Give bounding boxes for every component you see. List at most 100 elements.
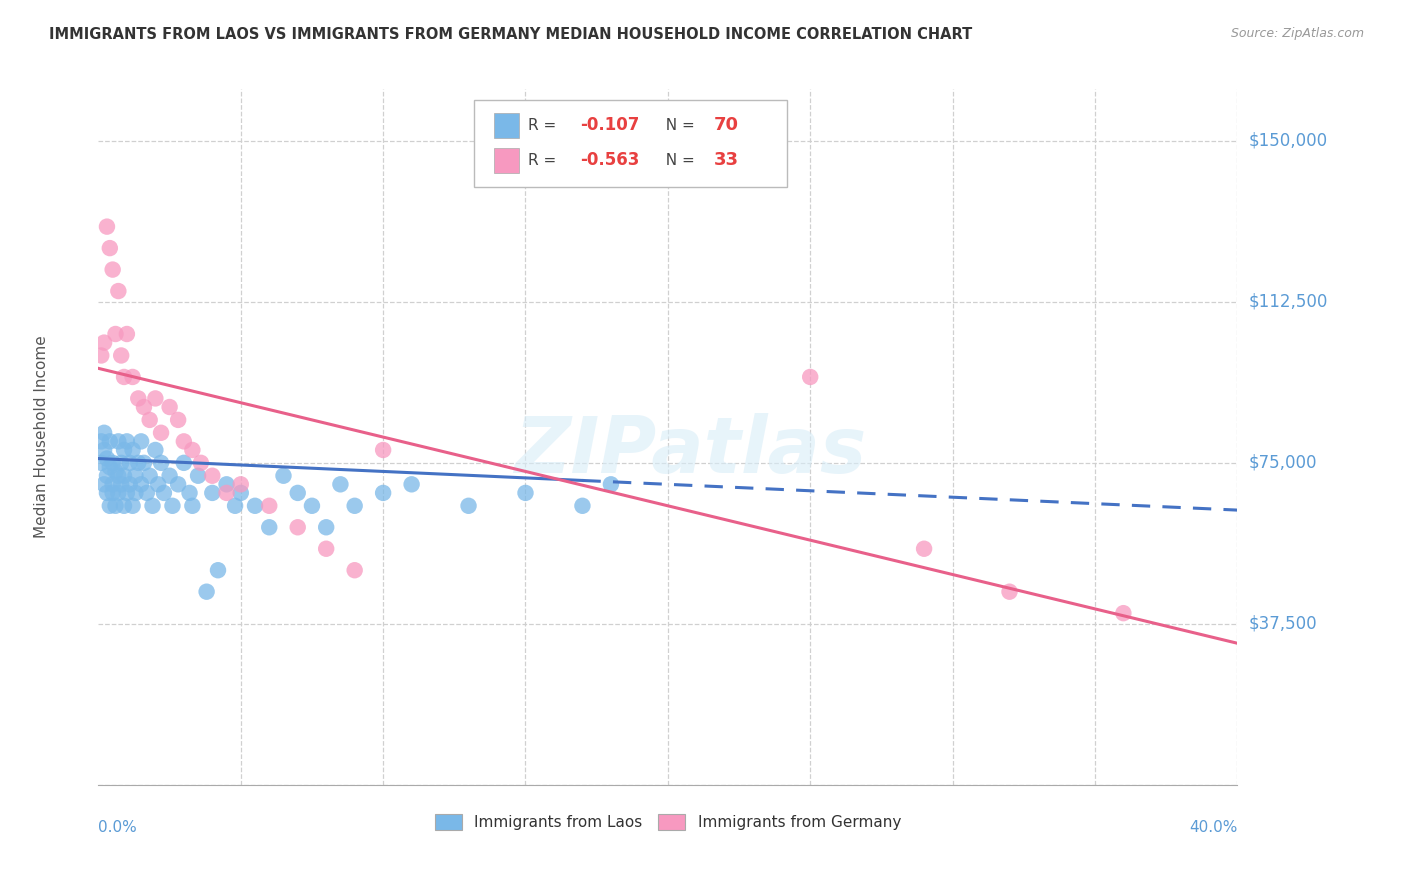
Text: $150,000: $150,000	[1249, 132, 1327, 150]
Point	[101, 486, 124, 500]
Point	[93, 442, 115, 457]
Point	[112, 370, 135, 384]
Point	[115, 434, 138, 449]
Point	[912, 541, 935, 556]
Point	[145, 442, 167, 457]
Point	[195, 584, 218, 599]
Point	[201, 486, 224, 500]
Text: R =: R =	[527, 153, 561, 168]
Text: R =: R =	[527, 118, 561, 133]
Text: Source: ZipAtlas.com: Source: ZipAtlas.com	[1230, 27, 1364, 40]
Point	[132, 400, 155, 414]
Point	[181, 499, 204, 513]
Point	[121, 499, 143, 513]
Point	[112, 468, 135, 483]
Point	[127, 456, 149, 470]
Point	[96, 486, 118, 500]
Point	[98, 434, 121, 449]
Point	[96, 219, 118, 234]
Point	[153, 486, 176, 500]
Text: 70: 70	[713, 116, 738, 135]
Text: 0.0%: 0.0%	[98, 820, 138, 835]
Point	[124, 486, 146, 500]
Point	[90, 434, 112, 449]
Point	[150, 425, 173, 440]
Point	[118, 456, 141, 470]
Point	[115, 326, 138, 341]
Point	[229, 486, 252, 500]
Point	[224, 499, 246, 513]
Point	[148, 477, 170, 491]
Point	[104, 326, 127, 341]
Point	[107, 468, 129, 483]
Text: $75,000: $75,000	[1249, 454, 1317, 472]
Text: 40.0%: 40.0%	[1189, 820, 1237, 835]
Point	[104, 499, 127, 513]
Point	[145, 392, 167, 406]
Point	[107, 486, 129, 500]
Point	[343, 499, 366, 513]
Point	[93, 335, 115, 350]
Point	[207, 563, 229, 577]
Bar	[494, 148, 519, 173]
Point	[110, 456, 132, 470]
Point	[162, 499, 184, 513]
Text: -0.107: -0.107	[581, 116, 640, 135]
Point	[173, 434, 195, 449]
Point	[101, 456, 124, 470]
Point	[141, 499, 163, 513]
Point	[315, 520, 337, 534]
Point	[112, 499, 135, 513]
Text: $112,500: $112,500	[1249, 293, 1327, 310]
Text: Median Household Income: Median Household Income	[34, 335, 49, 539]
Point	[110, 477, 132, 491]
Point	[129, 477, 152, 491]
Point	[571, 499, 593, 513]
Point	[259, 499, 281, 513]
Point	[287, 486, 309, 500]
Text: -0.563: -0.563	[581, 151, 640, 169]
Point	[135, 486, 157, 500]
Point	[343, 563, 366, 577]
Point	[301, 499, 323, 513]
Point	[315, 541, 337, 556]
Point	[1112, 606, 1135, 620]
Point	[179, 486, 201, 500]
Point	[101, 262, 124, 277]
Point	[190, 456, 212, 470]
Point	[138, 413, 160, 427]
Text: IMMIGRANTS FROM LAOS VS IMMIGRANTS FROM GERMANY MEDIAN HOUSEHOLD INCOME CORRELAT: IMMIGRANTS FROM LAOS VS IMMIGRANTS FROM …	[49, 27, 973, 42]
Point	[118, 477, 141, 491]
Point	[129, 434, 152, 449]
Point	[167, 413, 190, 427]
Text: ZIPatlas: ZIPatlas	[515, 413, 866, 489]
Point	[215, 477, 238, 491]
Point	[96, 468, 118, 483]
Point	[187, 468, 209, 483]
Point	[90, 456, 112, 470]
Point	[998, 584, 1021, 599]
Point	[121, 370, 143, 384]
Point	[112, 442, 135, 457]
Point	[273, 468, 295, 483]
Point	[259, 520, 281, 534]
Point	[101, 477, 124, 491]
Point	[132, 456, 155, 470]
Bar	[494, 113, 519, 138]
Point	[98, 241, 121, 255]
Legend: Immigrants from Laos, Immigrants from Germany: Immigrants from Laos, Immigrants from Ge…	[429, 808, 907, 837]
Point	[124, 468, 146, 483]
Point	[243, 499, 266, 513]
Point	[799, 370, 821, 384]
Point	[127, 392, 149, 406]
Point	[159, 400, 181, 414]
Point	[287, 520, 309, 534]
Point	[373, 486, 395, 500]
Point	[173, 456, 195, 470]
Point	[373, 442, 395, 457]
Point	[181, 442, 204, 457]
Text: $37,500: $37,500	[1249, 615, 1317, 633]
Point	[515, 486, 537, 500]
Point	[115, 486, 138, 500]
Point	[329, 477, 352, 491]
